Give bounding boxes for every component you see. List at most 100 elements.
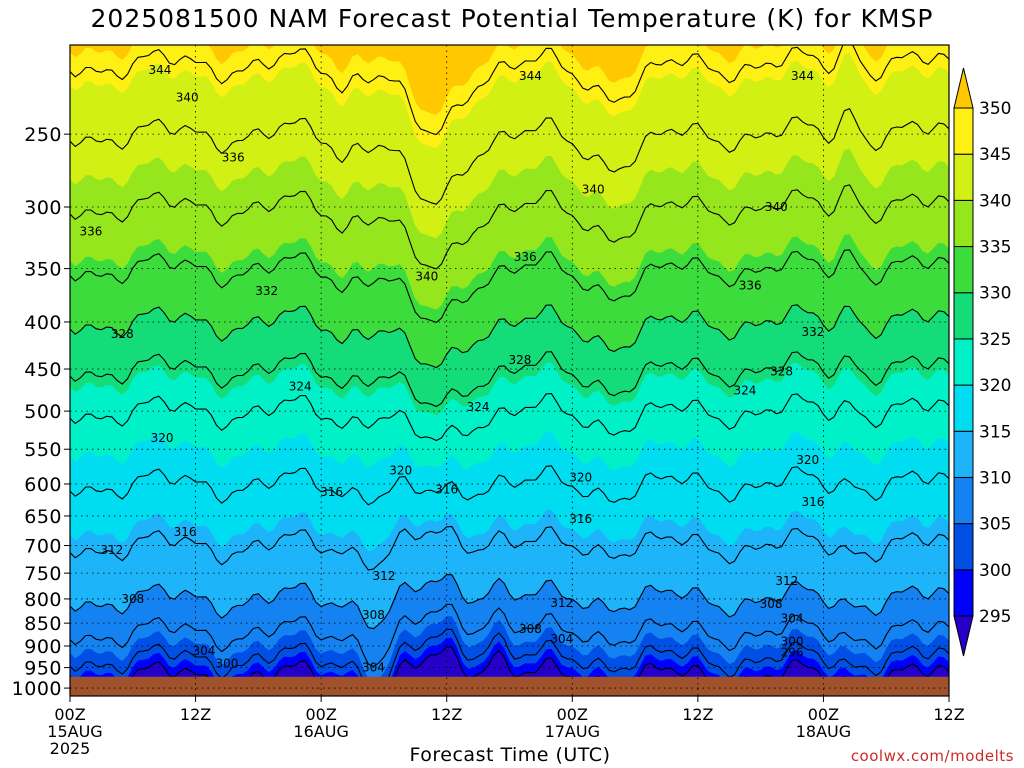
x-tick-label: 00Z [808,705,839,724]
contour-314 [70,526,949,571]
contour-label: 344 [791,69,814,83]
colorbar-swatch [953,107,974,155]
x-year-label: 2025 [50,739,91,758]
colorbar: 295 300 305 310 315 320 325 330 335 340 345 350 [953,67,1011,657]
colorbar-label: 325 [979,330,1011,350]
y-tick-label: 900 [24,636,62,658]
chart-title: 2025081500 NAM Forecast Potential Temper… [90,4,934,33]
colorbar-swatch [953,430,974,478]
contour-label: 316 [435,482,458,496]
colorbar-swatch [953,199,974,248]
contour-label: 336 [222,150,245,164]
contour-label: 320 [151,431,174,445]
y-tick-label: 800 [24,589,62,611]
contour-label: 312 [775,574,798,588]
colorbar-label: 320 [979,376,1011,396]
contour-label: 316 [569,512,592,526]
x-tick-label: 12Z [180,705,211,724]
contour-318 [70,465,949,506]
contour-label: 320 [796,453,819,467]
contour-label: 312 [550,596,573,610]
pressure-axis: 2503003504004505005506006507007508008509… [12,124,70,700]
contour-label: 308 [519,622,542,636]
colorbar-swatch [953,153,974,201]
colorbar-label: 300 [979,561,1011,581]
y-tick-label: 750 [24,563,62,585]
colorbar-swatch [953,338,974,386]
x-tick-label: 00Z [305,705,336,724]
contour-302 [70,628,949,696]
x-tick-label: 12Z [933,705,964,724]
colorbar-swatch [953,523,974,571]
contour-label: 308 [362,608,385,622]
x-tick-label: 00Z [54,705,85,724]
contour-322 [70,393,949,442]
x-date-label: 15AUG [47,722,102,741]
contour-label: 308 [760,597,783,611]
x-date-label: 17AUG [545,722,600,741]
y-tick-label: 850 [24,613,62,635]
contour-334 [70,249,949,324]
contour-label: 336 [79,225,102,239]
y-tick-label: 250 [24,124,62,146]
contour-342 [70,108,949,205]
colorbar-swatch [953,292,974,340]
contour-label: 312 [372,569,395,583]
colorbar-swatch [953,476,974,525]
colorbar-label: 350 [979,99,1011,119]
y-tick-label: 500 [24,401,62,423]
contour-310 [70,574,949,630]
contour-326 [70,351,949,408]
x-tick-label: 12Z [682,705,713,724]
contour-label: 336 [739,278,762,292]
contour-label: 340 [765,200,788,214]
y-tick-label: 350 [24,259,62,281]
contour-label: 328 [770,365,793,379]
contour-label: 304 [362,661,385,675]
contour-label: 296 [781,646,804,660]
colorbar-label: 305 [979,515,1011,535]
source-credit: coolwx.com/modelts [850,747,1014,765]
contour-label: 300 [781,635,804,649]
contour-label: 316 [802,495,825,509]
colorbar-label: 310 [979,468,1011,488]
x-tick-label: 12Z [431,705,462,724]
contour-label: 320 [569,470,592,484]
contour-label: 344 [519,69,542,83]
contour-label: 336 [514,250,537,264]
plot-frame [69,44,950,697]
contour-label: 324 [733,384,756,398]
grid-lines [70,45,949,696]
theta-fill-bands [70,45,949,696]
contour-label: 340 [415,270,438,284]
colorbar-label: 335 [979,238,1011,258]
contour-label: 328 [509,353,532,367]
contour-label: 324 [289,379,312,393]
x-date-label: 18AUG [796,722,851,741]
colorbar-swatch [953,384,974,432]
colorbar-bottom-arrow [953,615,974,657]
y-tick-label: 300 [24,197,62,219]
contour-label: 332 [802,325,825,339]
y-tick-label: 950 [24,658,62,680]
x-date-label: 16AUG [293,722,348,741]
x-axis-label: Forecast Time (UTC) [409,744,611,766]
contour-label: 316 [320,485,343,499]
colorbar-label: 295 [979,607,1011,627]
contour-346 [70,45,949,136]
y-tick-label: 700 [24,536,62,558]
colorbar-swatch [953,569,974,617]
ground-surface [70,676,949,696]
y-tick-label: 600 [24,474,62,496]
contour-label: 304 [781,611,804,625]
colorbar-top-arrow [953,67,974,109]
y-tick-label: 650 [24,506,62,528]
colorbar-swatch [953,246,974,294]
theta-contour-lines [70,45,949,696]
x-tick-label: 00Z [557,705,588,724]
y-tick-label: 550 [24,439,62,461]
colorbar-label: 345 [979,145,1011,165]
y-tick-label: 450 [24,359,62,381]
y-tick-label: 1000 [12,678,62,700]
